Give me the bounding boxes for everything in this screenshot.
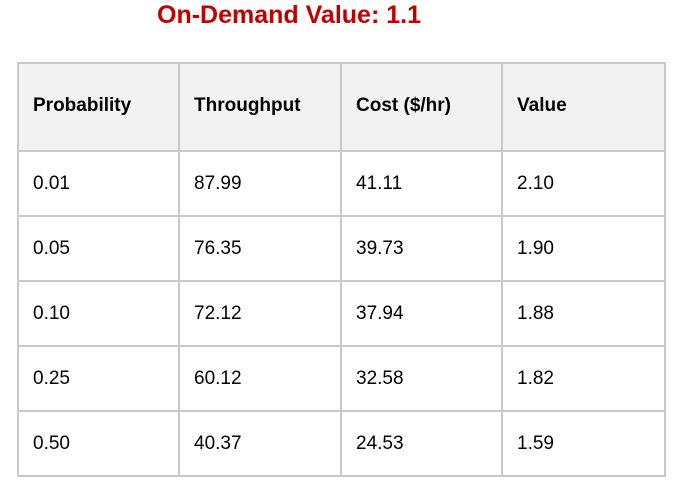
- table-row: 0.50 40.37 24.53 1.59: [17, 410, 666, 477]
- table-row: 0.01 87.99 41.11 2.10: [17, 150, 666, 217]
- cell-cost: 24.53: [340, 410, 503, 477]
- cell-throughput: 72.12: [178, 280, 342, 347]
- cell-cost: 37.94: [340, 280, 503, 347]
- cell-value: 1.82: [501, 345, 666, 412]
- cell-throughput: 76.35: [178, 215, 342, 282]
- table-header-row: Probability Throughput Cost ($/hr) Value: [17, 62, 666, 152]
- table-row: 0.10 72.12 37.94 1.88: [17, 280, 666, 347]
- cell-probability: 0.10: [17, 280, 180, 347]
- cell-probability: 0.05: [17, 215, 180, 282]
- cell-value: 1.59: [501, 410, 666, 477]
- column-header-value: Value: [501, 62, 666, 152]
- cell-value: 2.10: [501, 150, 666, 217]
- cell-cost: 41.11: [340, 150, 503, 217]
- cell-value: 1.88: [501, 280, 666, 347]
- cell-cost: 39.73: [340, 215, 503, 282]
- cell-throughput: 60.12: [178, 345, 342, 412]
- table-row: 0.25 60.12 32.58 1.82: [17, 345, 666, 412]
- cell-probability: 0.50: [17, 410, 180, 477]
- cell-cost: 32.58: [340, 345, 503, 412]
- cell-throughput: 87.99: [178, 150, 342, 217]
- cell-probability: 0.01: [17, 150, 180, 217]
- page-title: On-Demand Value: 1.1: [157, 1, 421, 29]
- cell-throughput: 40.37: [178, 410, 342, 477]
- cell-probability: 0.25: [17, 345, 180, 412]
- data-table: Probability Throughput Cost ($/hr) Value…: [17, 62, 666, 477]
- column-header-cost: Cost ($/hr): [340, 62, 503, 152]
- column-header-probability: Probability: [17, 62, 180, 152]
- table-row: 0.05 76.35 39.73 1.90: [17, 215, 666, 282]
- column-header-throughput: Throughput: [178, 62, 342, 152]
- cell-value: 1.90: [501, 215, 666, 282]
